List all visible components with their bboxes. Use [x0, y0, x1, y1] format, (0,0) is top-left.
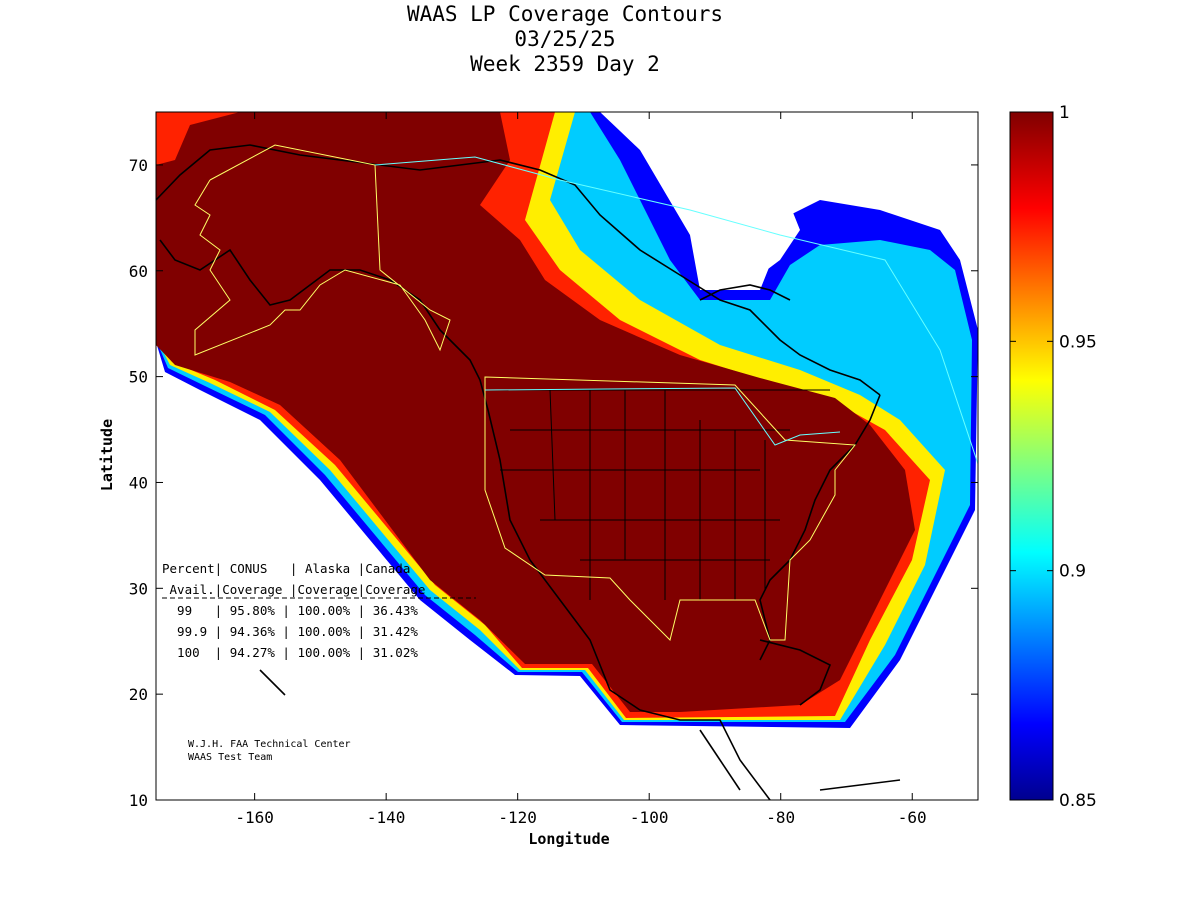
y-tick-label: 60	[129, 262, 148, 281]
title-line-1: WAAS LP Coverage Contours	[406, 2, 724, 26]
stats-table: Percent| CONUS | Alaska |Canada Avail.|C…	[162, 561, 476, 660]
colorbar	[1009, 111, 1054, 801]
stats-header-2: Avail.|Coverage |Coverage|Coverage	[162, 582, 425, 597]
x-tick-label: -140	[367, 808, 406, 827]
stats-row: 99 | 95.80% | 100.00% | 36.43%	[162, 603, 418, 618]
y-tick-label: 10	[129, 791, 148, 810]
x-tick-label: -160	[235, 808, 274, 827]
colorbar-tick-label: 1	[1059, 103, 1070, 123]
colorbar-tick-label: 0.9	[1059, 562, 1086, 582]
title-line-3: Week 2359 Day 2	[470, 52, 660, 76]
no-coverage-hudson	[680, 185, 800, 275]
x-tick-label: -100	[630, 808, 669, 827]
colorbar-tick-label: 0.85	[1059, 791, 1097, 811]
stats-row: 100 | 94.27% | 100.00% | 31.02%	[162, 645, 418, 660]
x-tick-label: -60	[898, 808, 927, 827]
stats-header-1: Percent| CONUS | Alaska |Canada	[162, 561, 410, 576]
credits-line-1: W.J.H. FAA Technical Center	[188, 739, 351, 750]
title-line-2: 03/25/25	[514, 27, 616, 51]
y-tick-label: 30	[129, 579, 148, 598]
colorbar-tick-label: 0.95	[1059, 332, 1097, 352]
no-coverage-arctic	[850, 112, 978, 230]
full-coverage-region	[156, 112, 915, 712]
coastlines	[156, 144, 901, 800]
credits-line-2: WAAS Test Team	[188, 752, 272, 763]
colorbar-ticks: 0.85 0.9 0.95 1	[1010, 103, 1097, 811]
coverage-map	[156, 112, 978, 800]
x-tick-label: -80	[766, 808, 795, 827]
x-axis-label: Longitude	[528, 830, 609, 848]
state-boundaries	[490, 389, 830, 600]
stats-row: 99.9 | 94.36% | 100.00% | 31.42%	[162, 624, 418, 639]
axes-frame	[155, 111, 979, 801]
service-boundary-yellow	[194, 144, 856, 641]
y-axis-ticks: 10 20 30 40 50 60 70	[129, 156, 978, 810]
service-boundary-cyan	[374, 156, 978, 466]
y-tick-label: 70	[129, 156, 148, 175]
x-axis-ticks: -160 -140 -120 -100 -80 -60	[235, 112, 927, 827]
y-tick-label: 20	[129, 685, 148, 704]
y-tick-label: 40	[129, 473, 148, 492]
y-tick-label: 50	[129, 368, 148, 387]
x-tick-label: -120	[498, 808, 537, 827]
y-axis-label: Latitude	[98, 419, 116, 491]
